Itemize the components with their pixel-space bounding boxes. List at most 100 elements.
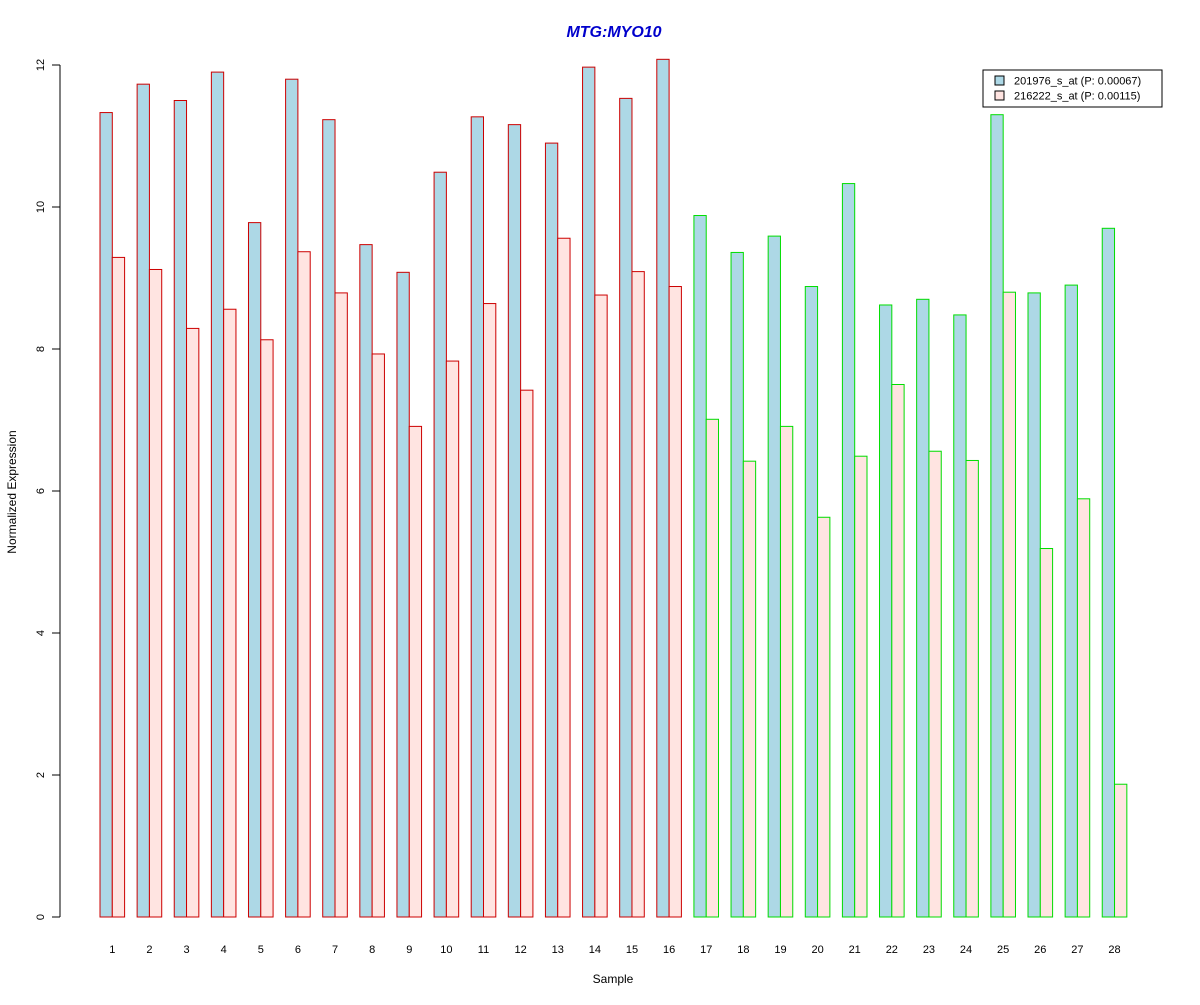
x-tick-label: 12: [514, 944, 526, 956]
y-tick-label: 0: [35, 914, 47, 920]
bar-series1-sample-18: [730, 251, 744, 918]
x-tick-label: 19: [774, 944, 786, 956]
bar-series1-sample-3: [173, 100, 188, 918]
y-tick-label: 12: [35, 59, 47, 71]
bar-series2-sample-14: [594, 294, 608, 918]
bar-series2-sample-25: [1002, 291, 1016, 918]
bar-series1-sample-16: [656, 58, 670, 918]
bar-series2-sample-13: [557, 237, 571, 918]
bar-series1-sample-9: [396, 271, 410, 918]
bar-series1-sample-12: [507, 124, 522, 918]
x-tick-label: 6: [295, 944, 301, 956]
x-tick-label: 1: [109, 944, 115, 956]
x-tick-label: 25: [997, 944, 1009, 956]
x-axis-title: Sample: [593, 972, 634, 986]
bar-series1-sample-5: [247, 222, 262, 918]
bar-series1-sample-26: [1027, 292, 1041, 918]
legend-swatch: [994, 90, 1005, 101]
bar-series1-sample-21: [841, 183, 856, 918]
bar-series1-sample-19: [767, 235, 781, 918]
x-tick-label: 26: [1034, 944, 1046, 956]
legend-box: [982, 69, 1163, 108]
chart-title: MTG:MYO10: [566, 24, 661, 41]
bar-series2-sample-5: [260, 339, 274, 918]
x-tick-label: 22: [886, 944, 898, 956]
bar-series1-sample-14: [582, 66, 596, 918]
x-tick-label: 10: [440, 944, 452, 956]
bar-series1-sample-8: [359, 244, 373, 918]
legend-entry: 216222_s_at (P: 0.00115): [1014, 91, 1140, 103]
bar-series1-sample-10: [433, 171, 447, 918]
bar-series1-sample-7: [322, 119, 336, 918]
legend-entry: 201976_s_at (P: 0.00067): [1014, 76, 1141, 88]
x-tick-label: 15: [626, 944, 638, 956]
bar-series2-sample-26: [1039, 548, 1054, 918]
bar-series1-sample-23: [916, 298, 930, 918]
bar-series2-sample-10: [445, 360, 460, 918]
y-tick-label: 4: [35, 630, 47, 636]
bar-series2-sample-20: [817, 516, 831, 918]
bar-series1-sample-20: [804, 286, 819, 918]
x-tick-label: 9: [406, 944, 412, 956]
bar-series1-sample-1: [99, 112, 113, 918]
y-tick-label: 6: [35, 488, 47, 494]
bar-series2-sample-12: [520, 389, 534, 918]
bar-series2-sample-16: [668, 286, 682, 918]
legend: 201976_s_at (P: 0.00067) 216222_s_at (P: …: [982, 69, 1163, 108]
bar-series1-sample-28: [1101, 227, 1116, 918]
bar-series2-sample-8: [371, 353, 385, 918]
bar-series1-sample-13: [544, 142, 559, 918]
x-tick-label: 3: [183, 944, 189, 956]
bar-series2-sample-23: [928, 450, 942, 918]
x-tick-label: 27: [1071, 944, 1083, 956]
y-tick-label: 8: [35, 346, 47, 352]
bar-series1-sample-25: [990, 114, 1004, 918]
bar-series1-sample-24: [953, 314, 967, 918]
bar-series1-sample-6: [285, 78, 299, 918]
bar-series2-sample-6: [297, 251, 311, 918]
bar-series2-sample-15: [631, 271, 645, 918]
x-tick-label: 21: [849, 944, 861, 956]
bar-series2-sample-7: [334, 292, 348, 918]
x-tick-label: 8: [369, 944, 375, 956]
x-tick-label: 24: [960, 944, 972, 956]
bar-series1-sample-22: [879, 304, 893, 918]
x-tick-label: 23: [923, 944, 935, 956]
bar-series2-sample-2: [148, 268, 163, 918]
x-tick-label: 7: [332, 944, 338, 956]
bar-series2-sample-18: [742, 460, 757, 918]
bar-series2-sample-27: [1076, 498, 1091, 918]
bar-series2-sample-4: [223, 308, 237, 918]
bar-series2-sample-1: [111, 256, 126, 918]
bar-series1-sample-4: [210, 71, 225, 918]
y-tick-label: 2: [35, 772, 47, 778]
x-tick-label: 11: [478, 944, 489, 956]
legend-swatch: [994, 75, 1005, 86]
x-tick-label: 14: [589, 944, 601, 956]
bar-series1-sample-27: [1064, 284, 1078, 918]
y-tick-label: 10: [35, 201, 47, 213]
x-tick-label: 28: [1108, 944, 1120, 956]
bar-series1-sample-17: [693, 215, 707, 918]
bar-series2-sample-17: [705, 418, 720, 918]
bar-series2-sample-22: [891, 384, 905, 918]
bar-series2-sample-3: [186, 327, 200, 918]
bar-series1-sample-2: [136, 83, 150, 918]
x-tick-label: 13: [552, 944, 564, 956]
bar-series2-sample-19: [779, 425, 794, 918]
x-tick-label: 2: [146, 944, 152, 956]
bar-series2-sample-9: [408, 425, 423, 918]
x-tick-label: 17: [700, 944, 712, 956]
x-tick-label: 18: [737, 944, 749, 956]
x-tick-labels: 1 2 3 4 5 6 7 8 9 10 11 12 13 14 15 16 17 18 19 20 21 22 23 24 2…: [109, 944, 1120, 956]
bar-series2-sample-21: [854, 455, 868, 918]
y-axis: 0 2 4 6 8 10 12: [35, 59, 61, 920]
x-tick-label: 20: [811, 944, 823, 956]
bar-series1-sample-11: [470, 116, 485, 918]
y-axis-title: Normalized Expression: [5, 430, 19, 553]
x-tick-label: 4: [221, 944, 227, 956]
x-tick-label: 16: [663, 944, 675, 956]
bar-series1-sample-15: [619, 97, 633, 918]
